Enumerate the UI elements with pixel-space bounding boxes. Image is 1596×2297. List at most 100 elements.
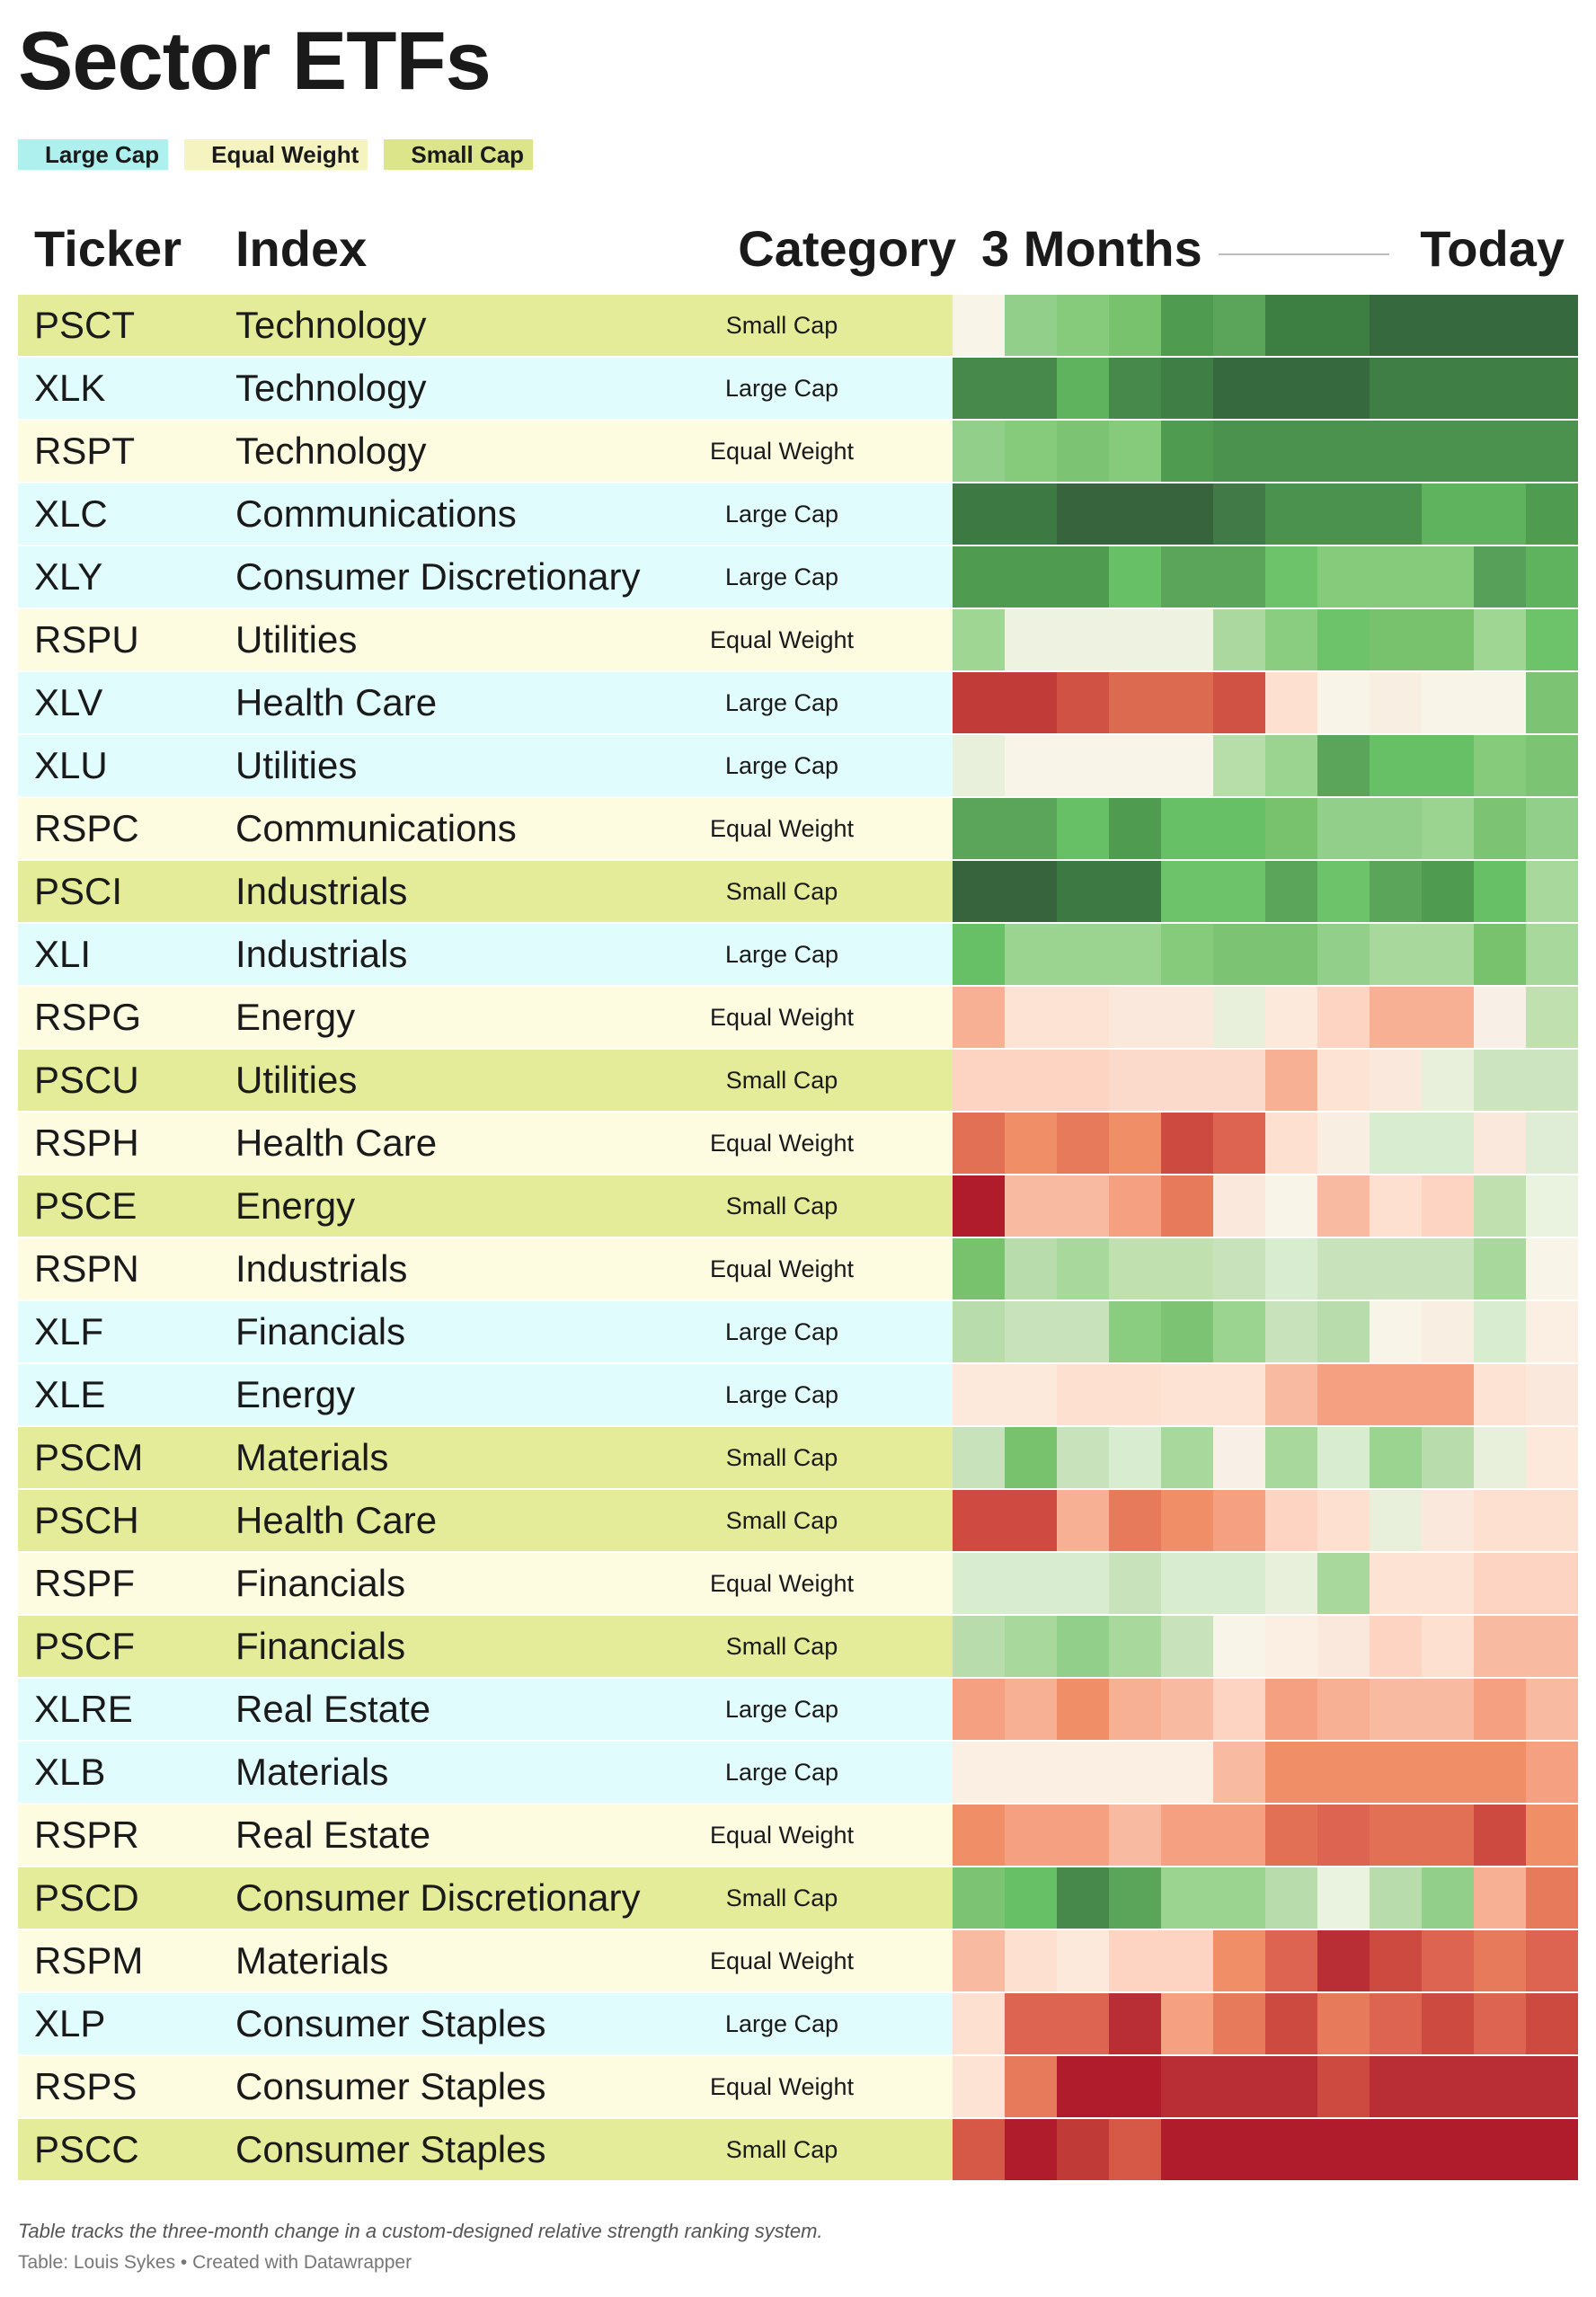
table-row: XLE Energy Large Cap (18, 1364, 1578, 1427)
heatmap-strip (953, 1742, 1578, 1803)
heatmap-cell (1370, 1553, 1422, 1614)
heatmap-cell (1161, 1490, 1213, 1551)
heatmap-cell (1109, 421, 1161, 482)
heatmap-cell (1265, 1427, 1317, 1488)
category-cell: Equal Weight (709, 1255, 855, 1282)
ticker-cell: RSPU (34, 618, 139, 661)
heatmap-cell (1109, 1930, 1161, 1991)
heatmap-cell (1422, 2056, 1474, 2117)
heatmap-cell (953, 1427, 1005, 1488)
heatmap-cell (1317, 1616, 1370, 1677)
heatmap-cell (1317, 1050, 1370, 1111)
heatmap-cell (1265, 609, 1317, 670)
ticker-cell: XLV (34, 681, 103, 723)
heatmap-cell (1474, 1930, 1526, 1991)
heatmap-cell (1526, 1113, 1578, 1174)
heatmap-strip (953, 1553, 1578, 1614)
heatmap-cell (953, 1993, 1005, 2054)
heatmap-strip (953, 1490, 1578, 1551)
ticker-cell: XLK (34, 367, 106, 409)
heatmap-cell (953, 1679, 1005, 1740)
table-row: RSPM Materials Equal Weight (18, 1930, 1578, 1993)
heatmap-cell (1370, 295, 1422, 356)
heatmap-cell (1005, 1616, 1057, 1677)
heatmap-cell (1109, 295, 1161, 356)
ticker-cell: RSPS (34, 2065, 137, 2107)
row-label-area: PSCT Technology Small Cap (18, 295, 953, 356)
heatmap-cell (1213, 735, 1265, 796)
source-credit: Table: Louis Sykes • Created with Datawr… (18, 2252, 412, 2273)
row-label-area: PSCE Energy Small Cap (18, 1175, 953, 1237)
row-label-area: PSCI Industrials Small Cap (18, 861, 953, 922)
heatmap-cell (1161, 735, 1213, 796)
index-cell: Technology (235, 367, 427, 409)
heatmap-cell (1422, 2119, 1474, 2180)
heatmap-cell (1057, 1427, 1109, 1488)
table-row: PSCU Utilities Small Cap (18, 1050, 1578, 1113)
heatmap-cell (1526, 1616, 1578, 1677)
heatmap-cell (1370, 861, 1422, 922)
index-cell: Consumer Staples (235, 2065, 546, 2107)
heatmap-cell (1109, 924, 1161, 985)
heatmap-cell (1370, 483, 1422, 545)
heatmap-cell (1370, 1175, 1422, 1237)
legend-swatch (18, 139, 34, 170)
table-row: RSPC Communications Equal Weight (18, 798, 1578, 861)
index-cell: Financials (235, 1310, 406, 1352)
heatmap-cell (1317, 1553, 1370, 1614)
heatmap-cell (1161, 1553, 1213, 1614)
heatmap-cell (1057, 1050, 1109, 1111)
heatmap-cell (1422, 1364, 1474, 1425)
heatmap-cell (1422, 1867, 1474, 1929)
heatmap-cell (1370, 2056, 1422, 2117)
heatmap-cell (1213, 1238, 1265, 1299)
heatmap-cell (1161, 546, 1213, 608)
category-cell: Large Cap (724, 501, 839, 528)
row-label-area: XLB Materials Large Cap (18, 1742, 953, 1803)
heatmap-cell (1317, 1805, 1370, 1866)
row-label-area: XLRE Real Estate Large Cap (18, 1679, 953, 1740)
heatmap-cell (1109, 1805, 1161, 1866)
heatmap-strip (953, 1805, 1578, 1866)
ticker-cell: PSCD (34, 1876, 139, 1919)
heatmap-cell (1370, 1867, 1422, 1929)
heatmap-cell (1370, 987, 1422, 1048)
heatmap-cell (1526, 1742, 1578, 1803)
heatmap-cell (1109, 1993, 1161, 2054)
heatmap-cell (1422, 1175, 1474, 1237)
heatmap-cell (1265, 1993, 1317, 2054)
heatmap-cell (1213, 672, 1265, 733)
row-label-area: RSPT Technology Equal Weight (18, 421, 953, 482)
heatmap-cell (1161, 1742, 1213, 1803)
heatmap-cell (1057, 358, 1109, 419)
heatmap-cell (1005, 1867, 1057, 1929)
heatmap-cell (1213, 861, 1265, 922)
heatmap-cell (953, 1238, 1005, 1299)
heatmap-cell (1422, 1238, 1474, 1299)
heatmap-cell (1057, 861, 1109, 922)
heatmap-cell (1265, 1364, 1317, 1425)
row-label-area: XLK Technology Large Cap (18, 358, 953, 419)
heatmap-cell (1005, 1427, 1057, 1488)
heatmap-cell (1370, 1490, 1422, 1551)
heatmap-cell (1370, 546, 1422, 608)
heatmap-cell (1109, 672, 1161, 733)
heatmap-cell (1057, 1490, 1109, 1551)
heatmap-cell (1422, 421, 1474, 482)
index-cell: Utilities (235, 1059, 358, 1101)
ticker-cell: RSPR (34, 1814, 139, 1856)
heatmap-cell (1161, 1805, 1213, 1866)
heatmap-cell (1265, 295, 1317, 356)
heatmap-cell (1474, 295, 1526, 356)
legend-label: Large Cap (34, 139, 169, 170)
category-cell: Large Cap (724, 375, 839, 402)
index-cell: Energy (235, 1373, 356, 1415)
heatmap-cell (1109, 609, 1161, 670)
heatmap-cell (1317, 861, 1370, 922)
heatmap-cell (1422, 798, 1474, 859)
heatmap-strip (953, 798, 1578, 859)
heatmap-cell (1370, 358, 1422, 419)
heatmap-cell (1005, 861, 1057, 922)
heatmap-cell (953, 1930, 1005, 1991)
chart-title: Sector ETFs (18, 15, 492, 107)
